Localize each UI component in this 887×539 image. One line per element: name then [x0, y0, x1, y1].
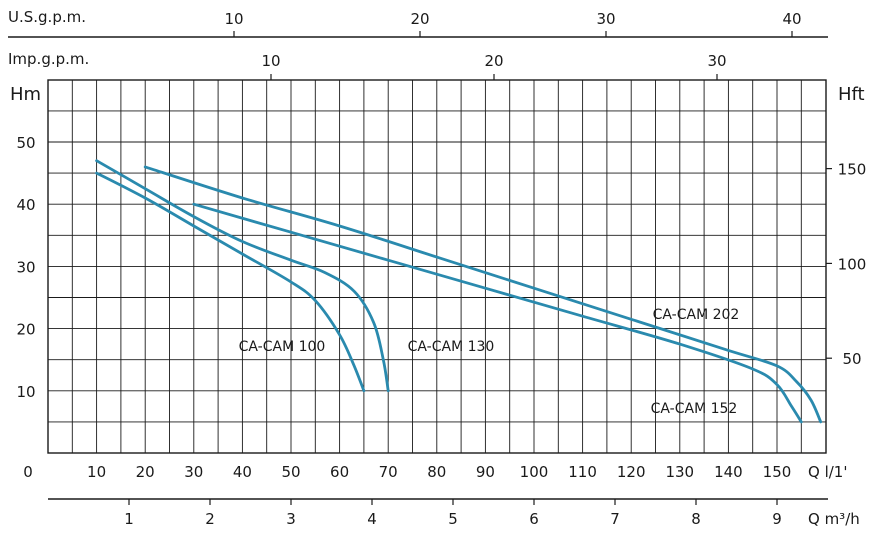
- lmin-tick-label: 10: [87, 463, 106, 481]
- lmin-tick-label: 60: [330, 463, 349, 481]
- lmin-tick-label: 110: [568, 463, 597, 481]
- lmin-tick-label: 80: [427, 463, 446, 481]
- m3h-tick-label: 1: [124, 510, 134, 528]
- m3h-tick-label: 8: [691, 510, 701, 528]
- hm-tick-label: 10: [16, 383, 35, 401]
- left-axis-hm-label: Hm: [10, 84, 41, 105]
- series-curve-ca-cam-130: [95, 159, 390, 393]
- series-label-ca-cam-130: CA-CAM 130: [408, 339, 495, 355]
- usgpm-tick-label: 30: [596, 10, 615, 28]
- lmin-tick-label: 40: [233, 463, 252, 481]
- hm-tick-label: 40: [16, 196, 35, 214]
- m3h-tick-label: 2: [205, 510, 215, 528]
- m3h-tick-label: 9: [772, 510, 782, 528]
- series-label-ca-cam-202: CA-CAM 202: [653, 307, 740, 323]
- lmin-tick-label: 120: [617, 463, 646, 481]
- lmin-tick-label: 150: [763, 463, 792, 481]
- lmin-tick-label: 130: [665, 463, 694, 481]
- lmin-tick-label: 30: [184, 463, 203, 481]
- series-curve-ca-cam-100: [95, 171, 366, 393]
- series-curve-ca-cam-202: [143, 165, 823, 424]
- usgpm-tick-label: 10: [224, 10, 243, 28]
- bottom-axis-m3h-label: Q m³/h: [808, 510, 860, 528]
- m3h-tick-label: 3: [286, 510, 296, 528]
- right-axis-hft-label: Hft: [838, 84, 865, 105]
- m3h-tick-label: 5: [448, 510, 458, 528]
- impgpm-tick-label: 20: [484, 52, 503, 70]
- lmin-tick-label: 20: [136, 463, 155, 481]
- lmin-tick-label: 100: [520, 463, 549, 481]
- lmin-tick-label: 90: [476, 463, 495, 481]
- impgpm-tick-label: 30: [707, 52, 726, 70]
- tick-marks: [128, 31, 832, 505]
- series-label-ca-cam-152: CA-CAM 152: [651, 401, 738, 417]
- m3h-tick-label: 6: [529, 510, 539, 528]
- performance-curves: [95, 159, 823, 424]
- hm-tick-label: 20: [16, 321, 35, 339]
- hft-tick-label: 150: [838, 161, 867, 179]
- bottom-axis-lmin-label: Q l/1': [808, 463, 847, 481]
- lmin-tick-label: 140: [714, 463, 743, 481]
- m3h-tick-label: 4: [367, 510, 377, 528]
- hft-tick-label: 100: [838, 255, 867, 273]
- lmin-tick-label: 50: [281, 463, 300, 481]
- bottom-axis-origin-label: 0: [23, 463, 33, 481]
- series-label-ca-cam-100: CA-CAM 100: [239, 339, 326, 355]
- usgpm-tick-label: 20: [410, 10, 429, 28]
- m3h-tick-label: 7: [610, 510, 620, 528]
- series-curve-ca-cam-152: [192, 202, 803, 424]
- impgpm-tick-label: 10: [261, 52, 280, 70]
- top-axis-usgpm-label: U.S.g.p.m.: [8, 8, 86, 26]
- hft-tick-label: 50: [842, 350, 861, 368]
- grid: [48, 80, 826, 453]
- hm-tick-label: 30: [16, 258, 35, 276]
- plot-frame: [47, 79, 827, 454]
- hm-tick-label: 50: [16, 134, 35, 152]
- top-axis-impgpm-label: Imp.g.p.m.: [8, 50, 89, 68]
- lmin-tick-label: 70: [379, 463, 398, 481]
- usgpm-tick-label: 40: [782, 10, 801, 28]
